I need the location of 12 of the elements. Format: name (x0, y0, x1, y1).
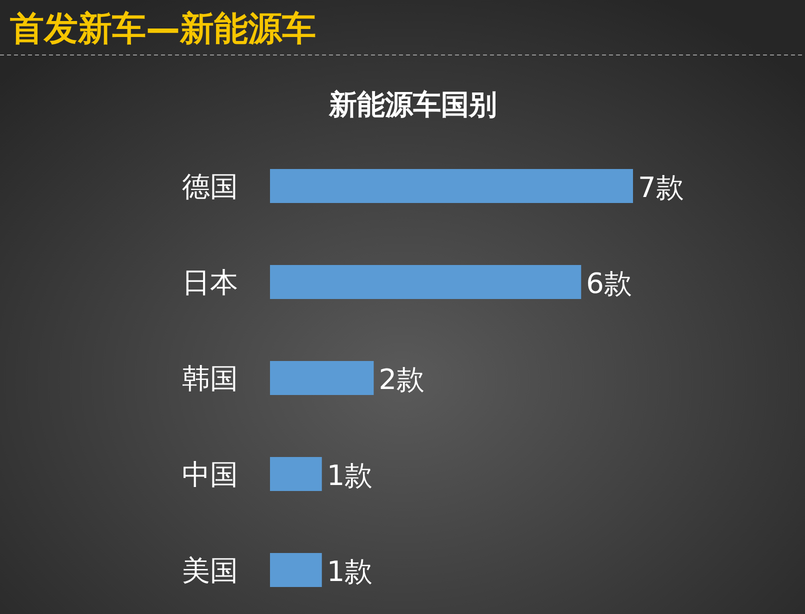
y-tick-label: 中国 (182, 458, 238, 491)
y-tick-label: 美国 (182, 554, 238, 587)
data-label: 1款 (326, 459, 373, 492)
y-tick-label: 日本 (182, 266, 238, 299)
y-tick-label: 韩国 (182, 362, 238, 395)
data-label: 6款 (586, 267, 632, 300)
chart-subtitle: 新能源车国别 (328, 88, 497, 121)
y-tick-label: 德国 (182, 170, 238, 203)
data-label: 7款 (638, 171, 684, 204)
data-label: 1款 (326, 555, 373, 588)
data-label: 2款 (378, 363, 425, 396)
chart-title: 首发新车—新能源车 (10, 9, 316, 49)
